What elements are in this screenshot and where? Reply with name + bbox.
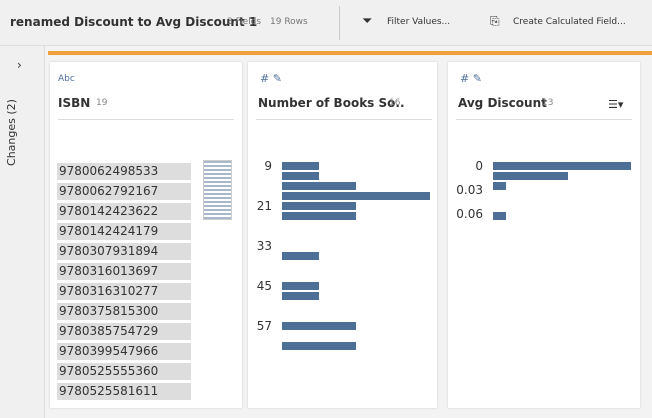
axis-label: 33 [256, 239, 272, 253]
bar [282, 342, 356, 350]
axis-label: 45 [256, 279, 272, 293]
field-name: Number of Books So.. [258, 96, 405, 110]
isbn-card[interactable]: Abc ISBN 19 9780062498533 9780062792167 97… [50, 62, 242, 408]
field-name: Avg Discount [458, 96, 547, 110]
isbn-value: 9780062498533 [57, 163, 191, 180]
side-panel: › Changes (2) [0, 46, 45, 418]
title: renamed Discount to Avg Discount 1 [10, 15, 258, 29]
isbn-value: 9780062792167 [57, 183, 191, 200]
rule [58, 119, 234, 120]
progress [48, 51, 652, 55]
bar [282, 172, 319, 180]
scrollbar[interactable] [203, 160, 232, 220]
field-count: 13 [542, 98, 554, 108]
expand[interactable]: › [17, 58, 22, 72]
calc-icon[interactable]: ⎘ [490, 14, 500, 28]
isbn-value: 9780316013697 [57, 263, 191, 280]
field-name: ISBN [58, 96, 91, 110]
bar [493, 182, 506, 190]
axis-label: 0.06 [456, 207, 483, 221]
discount-card[interactable]: # ✎ Avg Discount 13 ☰▾ 0 0.03 0.06 [448, 62, 640, 408]
toolbar: renamed Discount to Avg Discount 1 3 Fie… [0, 0, 652, 46]
isbn-value: 9780142424179 [57, 223, 191, 240]
rows: 19 Rows [270, 17, 308, 27]
field-count: 19 [96, 98, 108, 108]
filter-icon[interactable]: ⏷ [362, 14, 373, 29]
bar [493, 172, 568, 180]
isbn-value: 9780525555360 [57, 363, 191, 380]
bar [493, 212, 506, 220]
filter-button[interactable]: Filter Values... [387, 17, 451, 27]
bar [282, 212, 356, 220]
axis-label: 9 [264, 159, 272, 173]
type-icon: # ✎ [260, 72, 282, 85]
axis-label: 21 [256, 199, 272, 213]
divider [339, 6, 340, 40]
axis-label: 0.03 [456, 183, 483, 197]
fields: 3 Fields [227, 17, 262, 27]
books-card[interactable]: # ✎ Number of Books So.. 16 9 21 33 45 57 [248, 62, 437, 408]
axis-label: 57 [256, 319, 272, 333]
bar [282, 322, 356, 330]
field-count: 16 [389, 98, 401, 108]
isbn-value: 9780375815300 [57, 303, 191, 320]
bar [282, 252, 319, 260]
bar [282, 162, 319, 170]
isbn-value: 9780307931894 [57, 243, 191, 260]
bar [282, 282, 319, 290]
changes[interactable]: Changes (2) [4, 99, 18, 166]
rule [256, 119, 432, 120]
type: Abc [58, 74, 75, 84]
isbn-value: 9780399547966 [57, 343, 191, 360]
type-icon: # ✎ [460, 72, 482, 85]
calc-button[interactable]: Create Calculated Field... [513, 17, 626, 27]
isbn-value: 9780525581611 [57, 383, 191, 400]
isbn-value: 9780385754729 [57, 323, 191, 340]
bar [282, 192, 430, 200]
axis-label: 0 [475, 159, 483, 173]
isbn-value: 9780316310277 [57, 283, 191, 300]
sort[interactable]: ☰▾ [608, 98, 624, 111]
isbn-value: 9780142423622 [57, 203, 191, 220]
rule [456, 119, 632, 120]
bar [282, 182, 356, 190]
bar [282, 292, 319, 300]
bar [493, 162, 631, 170]
bar [282, 202, 356, 210]
